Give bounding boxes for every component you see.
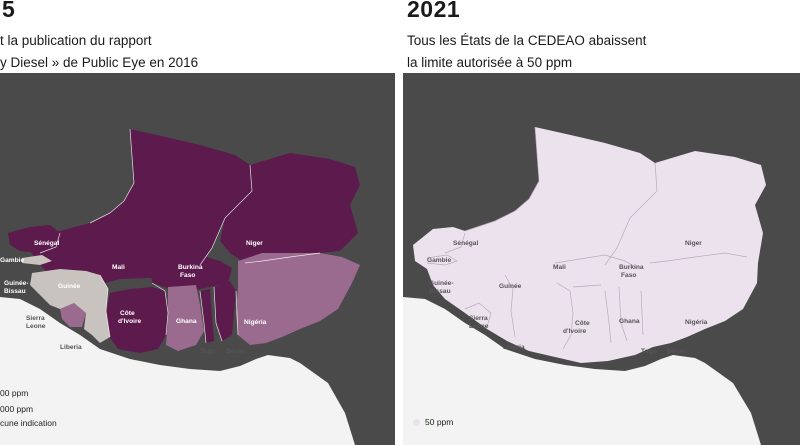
label-gambie: Gambie — [427, 257, 452, 264]
legend-swatch — [413, 419, 420, 427]
label-sierra-leone-1: Sierra — [469, 315, 488, 322]
label-guinee: Guinée — [58, 283, 81, 290]
label-nigeria: Nigéria — [685, 319, 708, 326]
label-senegal: Sénégal — [34, 240, 59, 247]
legend-item-2: 000 ppm — [0, 404, 34, 414]
country-guinee — [30, 269, 110, 343]
country-cote-divoire — [106, 287, 168, 353]
legend-item-1: 50 ppm — [413, 417, 453, 427]
label-guinee-bissau-2: Bissau — [429, 288, 451, 295]
label-benin: Bénin — [226, 348, 244, 355]
label-togo: Togo — [641, 348, 657, 355]
country-borders — [426, 126, 748, 350]
label-sierra-leone-1: Sierra — [26, 315, 45, 322]
label-nigeria: Nigéria — [244, 319, 267, 326]
label-niger: Niger — [685, 240, 702, 247]
country-nigeria — [236, 253, 360, 345]
country-borders — [39, 128, 321, 344]
label-cote-2: d'Ivoire — [118, 318, 142, 325]
panel-year: 5 — [2, 0, 16, 22]
label-benin: Bénin — [667, 348, 685, 355]
country-gambie — [22, 255, 52, 265]
map-2016: Sénégal Gambie Guinée- Bissau Guinée Sie… — [0, 73, 395, 445]
ecowas-states — [413, 127, 766, 363]
panel-subtitle-line-2: y Diesel » de Public Eye en 2016 — [0, 55, 199, 70]
label-guinee-bissau-1: Guinée- — [429, 280, 454, 287]
legend-item-1: 00 ppm — [0, 388, 29, 398]
country-niger — [220, 153, 360, 263]
label-liberia: Liberia — [60, 344, 82, 351]
country-senegal — [8, 225, 60, 253]
label-gambie: Gambie — [0, 257, 25, 264]
label-sierra-leone-2: Leone — [469, 323, 489, 330]
label-cote-1: Côte — [120, 310, 135, 317]
panel-subtitle-line-2: la limite autorisée à 50 ppm — [407, 55, 573, 70]
legend-item-3: cune indication — [0, 418, 57, 428]
label-mali: Mali — [112, 264, 125, 271]
label-togo: Togo — [200, 348, 216, 355]
label-burkina-1: Burkina — [178, 264, 203, 271]
country-togo — [200, 289, 214, 343]
panel-2021: 2021 Tous les États de la CEDEAO abaisse… — [403, 0, 800, 445]
label-liberia: Liberia — [503, 344, 525, 351]
panel-subtitle-line-1: Tous les États de la CEDEAO abaissent — [407, 33, 647, 48]
label-ghana: Ghana — [176, 318, 197, 325]
country-benin — [214, 281, 236, 341]
country-mali — [28, 129, 255, 285]
panel-subtitle-line-1: t la publication du rapport — [0, 33, 152, 48]
label-sierra-leone-2: Leone — [26, 323, 46, 330]
country-burkina — [150, 255, 232, 291]
label-senegal: Sénégal — [453, 240, 478, 247]
label-cote-1: Côte — [575, 320, 590, 327]
label-niger: Niger — [246, 240, 263, 247]
map-2021: Sénégal Gambie Guinée- Bissau Guinée Sie… — [403, 73, 800, 445]
panel-year: 2021 — [407, 0, 461, 22]
label-cote-2: d'Ivoire — [563, 328, 587, 335]
panel-divider — [395, 0, 403, 445]
country-ghana — [166, 285, 204, 351]
label-mali: Mali — [553, 264, 566, 271]
label-burkina-2: Faso — [180, 272, 195, 279]
label-burkina-1: Burkina — [619, 264, 644, 271]
label-burkina-2: Faso — [621, 272, 636, 279]
label-guinee-bissau-2: Bissau — [4, 288, 26, 295]
label-guinee-bissau-1: Guinée- — [4, 280, 29, 287]
country-sierra-leone-region — [60, 303, 86, 327]
panel-2016: 5 t la publication du rapport y Diesel »… — [0, 0, 395, 445]
label-guinee: Guinée — [499, 283, 522, 290]
label-ghana: Ghana — [619, 318, 640, 325]
